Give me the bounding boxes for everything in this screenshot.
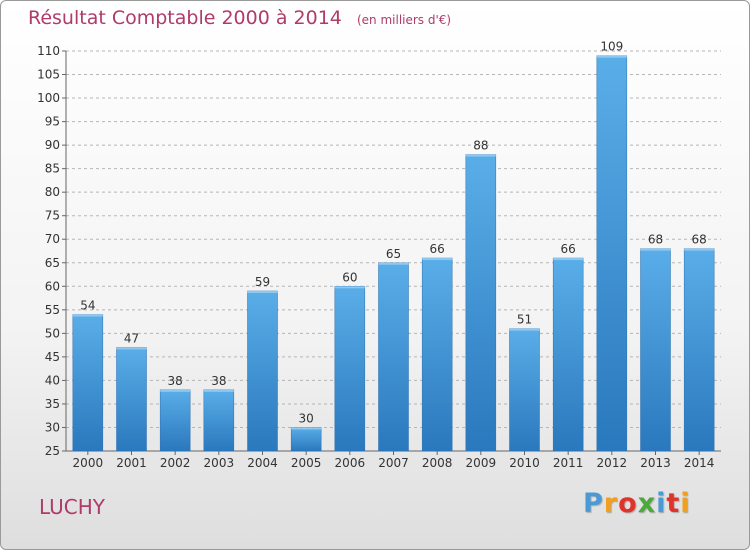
y-tick-label: 105 [37, 68, 60, 82]
bar-highlight [465, 154, 496, 157]
bar-highlight [378, 262, 409, 265]
x-tick-label: 2009 [466, 456, 497, 470]
bar-value-label: 65 [386, 247, 401, 261]
x-tick-label: 2011 [553, 456, 584, 470]
bar-value-label: 60 [342, 270, 357, 284]
logo-letter: t [666, 488, 681, 519]
y-tick-label: 50 [45, 326, 60, 340]
x-tick-label: 2005 [291, 456, 322, 470]
logo-letter: o [618, 488, 638, 519]
bar-highlight [684, 248, 715, 251]
bar-highlight [640, 248, 671, 251]
bar [465, 154, 497, 452]
y-tick-label: 40 [45, 373, 60, 387]
bar-value-label: 38 [211, 374, 226, 388]
bar-value-label: 51 [517, 313, 532, 327]
bar [378, 262, 409, 452]
commune-name: LUCHY [39, 495, 106, 519]
y-tick-label: 35 [45, 397, 60, 411]
logo-letter: i [656, 488, 667, 519]
logo-letter: x [637, 488, 657, 519]
y-tick-label: 90 [45, 138, 60, 152]
bar-value-label: 66 [561, 242, 576, 256]
labels: 25 30 35 40 45 50 55 60 65 70 75 80 85 90 95 100 105 110 5… [37, 40, 714, 470]
bar-highlight [247, 291, 278, 293]
logo-letter: P [583, 488, 604, 519]
y-tick-label: 45 [45, 350, 60, 364]
bar-highlight [334, 286, 365, 289]
bar-value-label: 68 [692, 233, 707, 247]
bar [552, 257, 584, 452]
title-row: Résultat Comptable 2000 à 2014 (en milli… [28, 7, 451, 29]
y-tick-label: 100 [37, 91, 60, 105]
bar-value-label: 109 [600, 40, 623, 54]
bar-highlight [553, 258, 584, 261]
x-tick-label: 2004 [247, 456, 278, 470]
bar-highlight [203, 389, 234, 392]
bar-value-label: 30 [299, 411, 314, 425]
bar-highlight [596, 55, 627, 58]
bar-highlight [160, 389, 191, 392]
y-tick-label: 25 [45, 444, 60, 458]
x-tick-label: 2008 [422, 456, 453, 470]
x-tick-label: 2013 [640, 456, 671, 470]
bar-value-label: 59 [255, 275, 270, 289]
chart-subtitle: (en milliers d'€) [356, 13, 452, 27]
x-tick-label: 2001 [116, 456, 147, 470]
bar [640, 248, 671, 452]
y-tick-label: 80 [45, 185, 60, 199]
bar [421, 257, 453, 452]
y-tick-label: 70 [45, 232, 60, 246]
x-tick-label: 2012 [597, 456, 628, 470]
logo-letter: r [603, 488, 619, 519]
bar [203, 389, 235, 452]
bars [72, 55, 715, 452]
x-tick-label: 2002 [160, 456, 191, 470]
y-tick-label: 60 [45, 279, 60, 293]
bar-highlight [116, 347, 147, 350]
x-tick-label: 2003 [204, 456, 235, 470]
y-tick-label: 95 [45, 115, 60, 129]
chart-title: Résultat Comptable 2000 à 2014 [28, 7, 342, 29]
bar-value-label: 68 [648, 233, 663, 247]
bar-value-label: 47 [124, 331, 139, 345]
logo-letter: i [680, 488, 691, 519]
y-tick-label: 75 [45, 209, 60, 223]
y-tick-label: 55 [45, 303, 60, 317]
bar [159, 389, 191, 452]
bar [334, 286, 366, 452]
bar [509, 328, 540, 452]
y-tick-label: 65 [45, 256, 60, 270]
bar [72, 314, 104, 452]
bar [683, 248, 715, 452]
bar-highlight [422, 258, 453, 261]
bar [290, 427, 322, 452]
bar-value-label: 54 [80, 299, 95, 313]
bar-value-label: 66 [430, 242, 445, 256]
y-tick-label: 30 [45, 420, 60, 434]
bar [247, 290, 278, 452]
proxiti-logo[interactable]: Proxiti [583, 488, 691, 519]
bar-highlight [72, 314, 103, 317]
y-tick-label: 85 [45, 162, 60, 176]
bar [596, 55, 628, 452]
y-tick-label: 110 [37, 44, 60, 58]
bar [116, 347, 147, 452]
x-tick-label: 2007 [378, 456, 409, 470]
x-tick-label: 2014 [684, 456, 715, 470]
bar-value-label: 38 [168, 374, 183, 388]
x-tick-label: 2010 [509, 456, 540, 470]
x-tick-label: 2000 [73, 456, 104, 470]
x-tick-label: 2006 [335, 456, 366, 470]
bar-value-label: 88 [473, 139, 488, 153]
bar-highlight [291, 427, 322, 430]
bar-highlight [509, 328, 540, 331]
